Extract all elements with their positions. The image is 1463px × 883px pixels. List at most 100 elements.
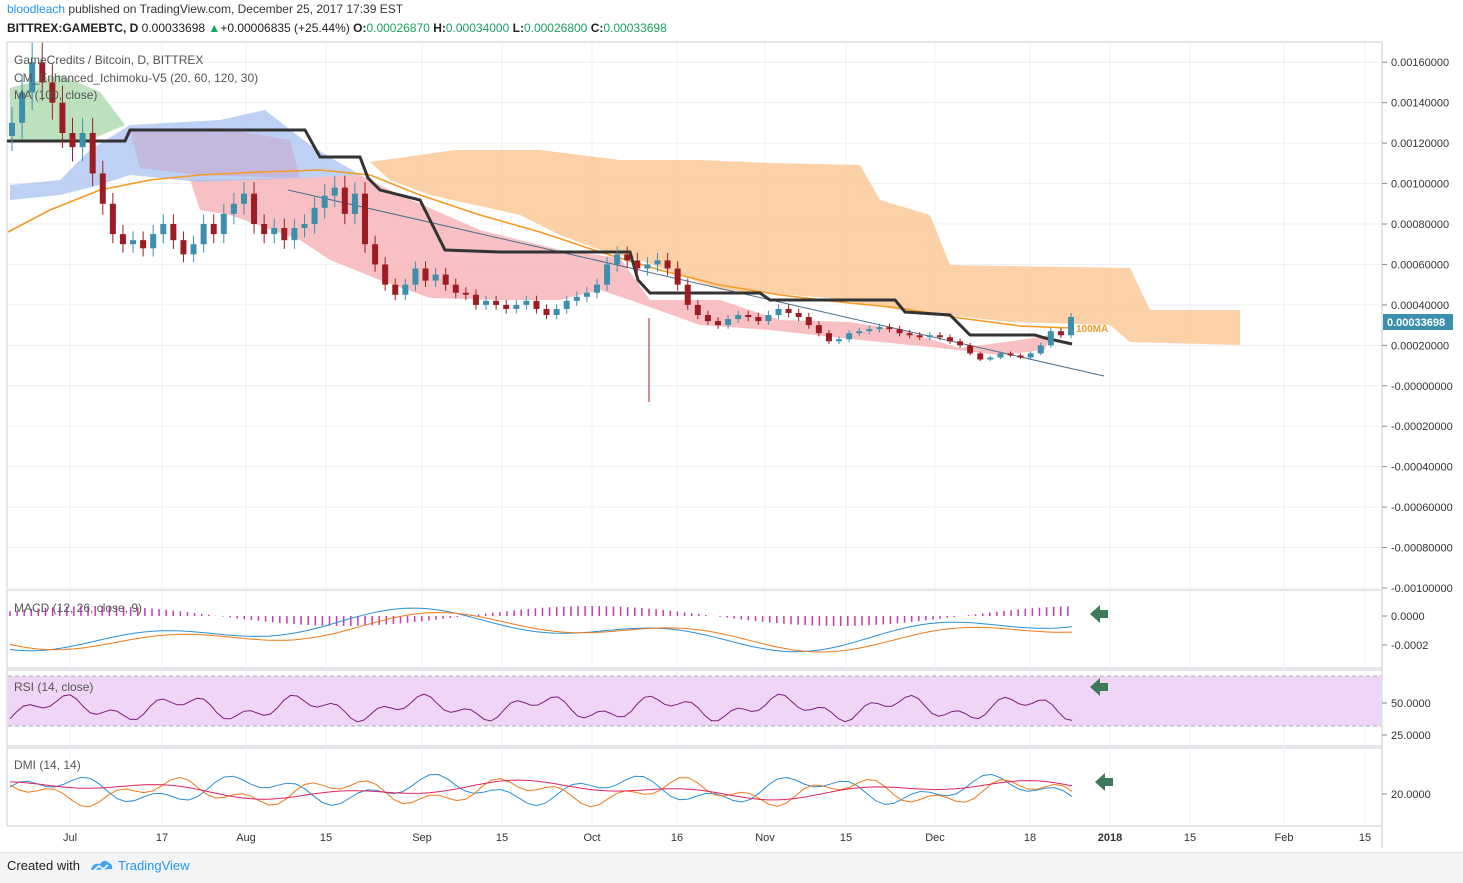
candle-body [109, 203, 116, 235]
candle-body [946, 337, 953, 342]
time-tick: 18 [1024, 832, 1036, 844]
candle-body [674, 268, 681, 285]
candle-body [543, 308, 550, 315]
price-tick: 0.00060000 [1391, 259, 1449, 271]
candle-body [1017, 355, 1024, 358]
candle-body [866, 329, 873, 332]
candle-body [261, 224, 268, 235]
candle-body [533, 300, 540, 309]
candles [9, 42, 1074, 402]
candle-body [140, 240, 147, 249]
candle-body [573, 296, 580, 301]
legend-title: GameCredits / Bitcoin, D, BITTREX [14, 53, 203, 67]
publish-header: bloodleach published on TradingView.com,… [7, 2, 403, 16]
price-tick: 0.00120000 [1391, 138, 1449, 150]
macd-line [9, 607, 1073, 653]
author-link[interactable]: bloodleach [7, 2, 66, 16]
candle-body [230, 203, 237, 214]
ichimoku-cloud [10, 75, 1240, 355]
price-tick: 0.00140000 [1391, 98, 1449, 110]
candle-body [422, 268, 429, 281]
candle-body [472, 294, 479, 305]
candle-body [1037, 345, 1044, 354]
rsi-band [8, 676, 1381, 726]
trendline [287, 189, 1105, 377]
macd-tick: -0.0002 [1391, 640, 1428, 652]
candle-body [967, 345, 974, 354]
price-tick: -0.00100000 [1391, 583, 1453, 595]
candle-body [987, 357, 994, 360]
candle-body [1047, 331, 1054, 346]
candle-body [341, 187, 348, 214]
candle-body [664, 260, 671, 269]
high-value: 0.00034000 [445, 21, 510, 35]
low-value: 0.00026800 [523, 21, 588, 35]
time-tick: Sep [412, 832, 432, 844]
candle-body [180, 240, 187, 255]
cloud-pink [190, 175, 1050, 355]
candle-body [886, 327, 893, 330]
candle-body [795, 312, 802, 318]
candle-body [19, 92, 26, 123]
tradingview-link[interactable]: TradingView [118, 858, 190, 873]
candle-body [755, 317, 762, 322]
last-price: 0.00033698 [141, 21, 206, 35]
symbol-label: BITTREX:GAMEBTC, D [7, 21, 139, 35]
candle-body [906, 333, 913, 336]
candle-body [79, 133, 86, 148]
candle-body [49, 82, 56, 103]
close-label: C: [590, 21, 604, 35]
dmi-arrow-icon [1095, 773, 1113, 791]
candle-body [634, 260, 641, 269]
time-axis: Jul 17 Aug 15 Sep 15 Oct 16 Nov 15 Dec 18 2018 15 Feb 1… [63, 832, 1371, 844]
candle-body [846, 333, 853, 340]
candle-body [654, 260, 661, 265]
candle-body [170, 224, 177, 241]
close-value: 0.00033698 [603, 21, 667, 35]
chart-canvas[interactable]: 0.00160000 0.00140000 0.00120000 0.00100000… [0, 0, 1463, 852]
low-label: L: [512, 21, 524, 35]
candle-body [351, 193, 358, 214]
candle-body [553, 308, 560, 315]
candle-body [715, 321, 721, 326]
candle-body [836, 339, 843, 342]
candle-body [9, 122, 15, 137]
price-tick: 0.00040000 [1391, 300, 1449, 312]
candle-body [694, 304, 701, 315]
sub-indicators [8, 606, 1381, 808]
candle-body [200, 224, 207, 245]
candle-body [815, 325, 822, 334]
price-tick: 0.00080000 [1391, 219, 1449, 231]
price-tick: -0.00080000 [1391, 543, 1453, 555]
candle-body [382, 264, 389, 285]
candle-body [69, 133, 76, 148]
time-tick: 2018 [1098, 832, 1122, 844]
cloud-orange [370, 150, 1240, 345]
candle-body [301, 224, 308, 229]
time-tick: Jul [63, 832, 77, 844]
time-tick: Oct [583, 832, 600, 844]
candle-body [503, 304, 510, 309]
ma-tag: 100MA [1076, 324, 1108, 335]
time-tick: 15 [1359, 832, 1371, 844]
candle-body [936, 335, 943, 338]
candle-body [372, 244, 379, 265]
candle-body [251, 193, 258, 224]
candle-body [704, 315, 711, 322]
footer: Created with TradingView [0, 852, 1463, 883]
dmi-pane [6, 747, 1383, 827]
dmi-tick: 20.0000 [1391, 789, 1431, 801]
candle-body [1068, 317, 1074, 336]
publish-info: published on TradingView.com, December 2… [68, 2, 404, 16]
candle-body [89, 133, 96, 174]
candle-body [775, 308, 782, 315]
created-with-label: Created with [7, 858, 80, 873]
cloud-green [10, 75, 125, 140]
price-tick: -0.00060000 [1391, 502, 1453, 514]
up-arrow-icon: ▲ [208, 21, 221, 35]
price-tag: 0.00033698 [1387, 317, 1445, 329]
time-tick: Aug [236, 832, 256, 844]
time-tick: 16 [671, 832, 683, 844]
price-tick: 0.00160000 [1391, 57, 1449, 69]
candle-body [957, 341, 964, 346]
